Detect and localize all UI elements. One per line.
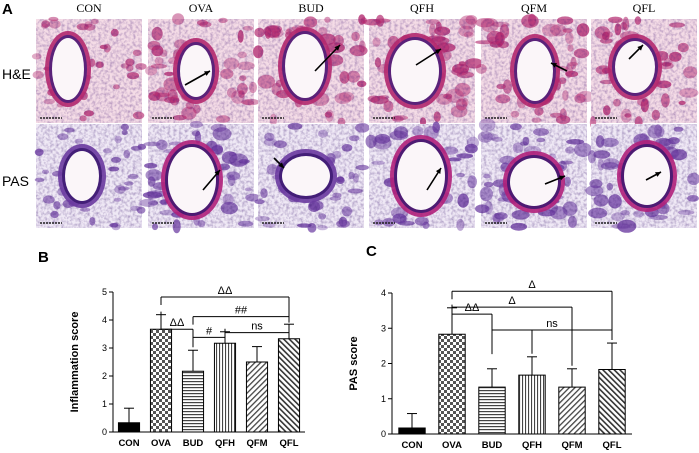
column-headers: CON OVA BUD QFH QFM QFL	[76, 1, 655, 15]
panel-a-letter: A	[2, 1, 13, 18]
y-tick-label: 4	[102, 315, 107, 325]
bar-qfl	[277, 338, 301, 433]
significance-label: ΔΔ	[218, 285, 233, 297]
bar-ova	[149, 328, 173, 433]
micrograph-pas-con	[34, 123, 147, 231]
bar-qfl	[598, 368, 626, 435]
bar-con	[117, 422, 141, 433]
column-header-con: CON	[76, 1, 102, 15]
micrograph-he-qfh	[363, 14, 484, 127]
column-header-qfl: QFL	[633, 1, 656, 15]
x-tick-label-bud: BUD	[482, 440, 503, 451]
significance-label: ΔΔ	[170, 317, 185, 329]
significance-label: Δ	[528, 279, 536, 291]
y-tick-label: 2	[381, 359, 386, 369]
micrograph-pas-ova	[139, 120, 261, 234]
column-header-bud: BUD	[298, 1, 324, 15]
y-tick-label: 1	[102, 399, 107, 409]
x-tick-label-con: CON	[401, 440, 422, 451]
panel-b-letter: B	[38, 249, 49, 266]
inflammation-chart: B 0 1 2 3 4 5 Inflammation score CON OVA BUD QFH QFM…	[38, 249, 305, 449]
significance-bracket: #	[192, 325, 226, 346]
bar-qfm	[245, 361, 269, 433]
micrograph-he-con	[31, 16, 147, 123]
row-header-pas: PAS	[2, 173, 29, 189]
significance-bracket: Δ	[451, 279, 613, 332]
micrograph-he-bud	[253, 14, 368, 127]
micrograph-he-qfl	[589, 16, 699, 129]
y-tick-label: 5	[102, 287, 107, 297]
x-tick-label-con: CON	[118, 438, 139, 449]
x-tick-label-ova: OVA	[151, 438, 171, 449]
x-tick-label-qfm: QFM	[246, 438, 267, 449]
significance-bracket: ΔΔ	[160, 285, 290, 322]
micrograph-he-ova	[145, 13, 260, 123]
column-header-qfm: QFM	[521, 1, 547, 15]
bar-qfh	[213, 342, 237, 433]
y-tick-label: 2	[102, 371, 107, 381]
significance-label: #	[206, 325, 213, 337]
y-axis-label: Inflammation score	[69, 312, 81, 413]
micrograph-grid	[31, 13, 699, 234]
bar-con	[398, 427, 426, 435]
bar-qfm	[558, 386, 586, 435]
bar-qfh	[518, 374, 546, 435]
column-header-ova: OVA	[189, 1, 214, 15]
x-tick-label-qfh: QFH	[522, 440, 542, 451]
significance-bracket: ns	[491, 318, 613, 366]
column-header-qfh: QFH	[410, 1, 434, 15]
x-tick-label-qfh: QFH	[215, 438, 235, 449]
row-headers: H&E PAS	[2, 66, 31, 189]
x-tick-label-ova: OVA	[442, 440, 462, 451]
significance-label: ##	[235, 305, 248, 317]
x-tick-label-qfl: QFL	[603, 440, 622, 451]
bar-bud	[478, 386, 506, 435]
bar-ova	[438, 333, 466, 435]
significance-label: ns	[251, 321, 263, 333]
micrograph-pas-qfm	[475, 118, 593, 231]
significance-bracket: ΔΔ	[451, 302, 493, 355]
row-header-he: H&E	[2, 66, 31, 82]
x-tick-label-qfm: QFM	[561, 440, 582, 451]
arrow-icon	[314, 44, 341, 72]
micrograph-pas-qfl	[585, 124, 699, 233]
significance-label: Δ	[508, 295, 516, 307]
micrograph-he-qfm	[475, 13, 595, 125]
y-tick-label: 0	[381, 429, 386, 439]
bar-bud	[181, 370, 205, 433]
significance-label: ΔΔ	[465, 302, 480, 314]
micrograph-pas-bud	[254, 122, 370, 233]
panel-c-letter: C	[366, 243, 377, 260]
y-tick-label: 1	[381, 394, 386, 404]
x-tick-label-qfl: QFL	[280, 438, 299, 449]
y-tick-label: 3	[381, 323, 386, 333]
x-tick-label-bud: BUD	[183, 438, 204, 449]
y-axis-label: PAS score	[348, 336, 360, 390]
significance-bracket: ##	[192, 305, 290, 325]
y-tick-label: 4	[381, 288, 386, 298]
micrograph-pas-qfh	[365, 121, 479, 231]
significance-bracket: ns	[224, 321, 290, 339]
y-tick-label: 3	[102, 343, 107, 353]
y-tick-label: 0	[102, 427, 107, 437]
significance-label: ns	[546, 318, 558, 330]
